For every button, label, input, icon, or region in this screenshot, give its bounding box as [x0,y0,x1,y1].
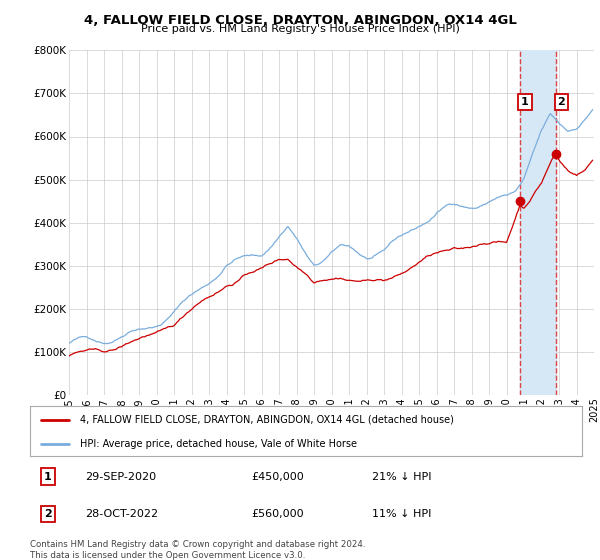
Text: 2: 2 [44,510,52,519]
Text: 21% ↓ HPI: 21% ↓ HPI [372,472,432,482]
Text: 4, FALLOW FIELD CLOSE, DRAYTON, ABINGDON, OX14 4GL (detached house): 4, FALLOW FIELD CLOSE, DRAYTON, ABINGDON… [80,414,454,424]
Text: 29-SEP-2020: 29-SEP-2020 [85,472,157,482]
Text: £560,000: £560,000 [251,510,304,519]
Text: 4, FALLOW FIELD CLOSE, DRAYTON, ABINGDON, OX14 4GL: 4, FALLOW FIELD CLOSE, DRAYTON, ABINGDON… [83,14,517,27]
Text: Price paid vs. HM Land Registry's House Price Index (HPI): Price paid vs. HM Land Registry's House … [140,24,460,34]
Text: 11% ↓ HPI: 11% ↓ HPI [372,510,431,519]
Text: 2: 2 [557,97,565,107]
Text: 1: 1 [521,97,529,107]
Text: HPI: Average price, detached house, Vale of White Horse: HPI: Average price, detached house, Vale… [80,439,356,449]
Text: 28-OCT-2022: 28-OCT-2022 [85,510,158,519]
Bar [520,50,556,395]
Text: Contains HM Land Registry data © Crown copyright and database right 2024.
This d: Contains HM Land Registry data © Crown c… [30,540,365,560]
Text: £450,000: £450,000 [251,472,304,482]
Text: 1: 1 [44,472,52,482]
